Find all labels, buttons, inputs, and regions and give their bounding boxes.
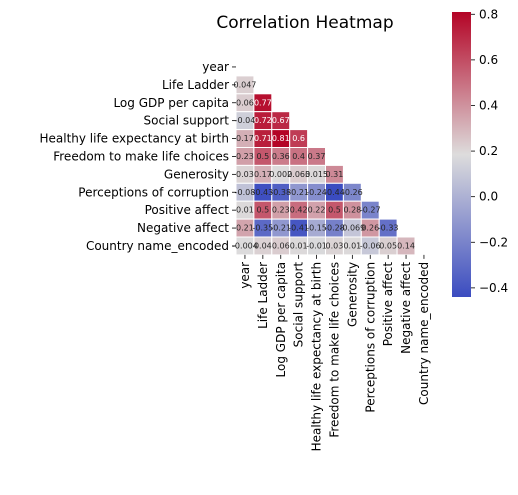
colorbar-tick-label: 0.6 <box>479 53 498 67</box>
cell-annotation: 0.047 <box>233 80 256 89</box>
x-tick-label: Freedom to make life choices <box>327 262 341 438</box>
cell-annotation: -0.27 <box>360 206 381 215</box>
y-tick-label: Log GDP per capita <box>113 96 229 110</box>
y-tick-label: Positive affect <box>145 203 230 217</box>
cell-annotation: -0.21 <box>288 188 309 197</box>
y-tick-label: Perceptions of corruption <box>78 185 229 199</box>
x-tick-label: Log GDP per capita <box>274 262 288 378</box>
x-tick-label: Country name_encoded <box>417 262 431 405</box>
cell-annotation: 0.01 <box>343 241 361 250</box>
x-tick-label: Generosity <box>345 262 359 327</box>
cell-annotation: -0.26 <box>342 188 363 197</box>
cell-annotation: 0.72 <box>254 116 272 125</box>
cell-annotation: -0.28 <box>324 224 345 233</box>
cell-annotation: -0.01 <box>306 241 327 250</box>
cell-annotation: 0.01 <box>236 206 254 215</box>
colorbar-tick-label: −0.2 <box>479 235 508 249</box>
colorbar: 0.8 0.6 0.4 0.2 0.0 −0.2 −0.4 <box>452 7 508 297</box>
y-tick-label: year <box>202 60 229 74</box>
cell-annotation: -0.35 <box>252 224 273 233</box>
colorbar-tick-label: 0.2 <box>479 144 498 158</box>
y-axis-labels: year Life Ladder Log GDP per capita Social … <box>39 60 236 253</box>
cell-annotation: 0.03 <box>326 241 344 250</box>
cell-annotation: -0.15 <box>306 224 327 233</box>
cell-annotation: 0.36 <box>272 152 290 161</box>
y-tick-label: Life Ladder <box>162 78 229 92</box>
cell-annotation: -0.08 <box>235 188 256 197</box>
x-tick-label: Positive affect <box>381 262 395 347</box>
cell-annotation: 0.42 <box>290 206 308 215</box>
cell-annotation: 0.31 <box>326 170 344 179</box>
cell-annotation: -0.41 <box>288 224 309 233</box>
chart-title: Correlation Heatmap <box>216 13 393 33</box>
cell-annotation: 0.22 <box>308 206 326 215</box>
cell-annotation: -0.04 <box>235 116 256 125</box>
cell-annotation: 0.06 <box>272 241 290 250</box>
colorbar-gradient <box>452 12 471 297</box>
x-tick-label: Social support <box>292 262 306 348</box>
cell-annotation: 0.04 <box>254 241 272 250</box>
y-tick-label: Healthy life expectancy at birth <box>39 132 229 146</box>
cell-annotation: 0.23 <box>272 206 290 215</box>
cell-annotation: 0.71 <box>254 134 272 143</box>
cell-annotation: -0.004 <box>232 241 258 250</box>
cell-annotation: -0.069 <box>339 224 365 233</box>
cell-annotation: 0.37 <box>308 152 326 161</box>
x-tick-label: Negative affect <box>399 262 413 354</box>
cell-annotation: -0.06 <box>360 241 381 250</box>
cell-annotation: 0.5 <box>256 152 269 161</box>
cell-annotation: 0.01 <box>290 241 308 250</box>
cell-annotation: 0.015 <box>305 170 328 179</box>
cell-annotation: 0.5 <box>328 206 341 215</box>
cell-annotation: 0.26 <box>361 224 379 233</box>
y-tick-label: Social support <box>144 114 230 128</box>
cell-annotation: 0.06 <box>236 98 254 107</box>
cell-annotation: 0.4 <box>292 152 305 161</box>
cell-annotation: -0.21 <box>270 224 291 233</box>
cell-annotation: 0.03 <box>236 170 254 179</box>
cell-annotation: -0.43 <box>252 188 273 197</box>
colorbar-tick-label: 0.0 <box>479 190 498 204</box>
cell-annotation: 0.21 <box>236 224 254 233</box>
x-axis-labels: year Life Ladder Log GDP per capita Social … <box>238 254 431 452</box>
cell-annotation: 0.002 <box>269 170 292 179</box>
cell-annotation: -0.44 <box>324 188 345 197</box>
cell-annotation: 0.063 <box>287 170 310 179</box>
y-tick-label: Country name_encoded <box>86 239 229 253</box>
cell-annotation: 0.67 <box>272 116 290 125</box>
y-tick-label: Freedom to make life choices <box>53 149 229 163</box>
cell-annotation: 0.28 <box>343 206 361 215</box>
colorbar-tick-label: −0.4 <box>479 281 508 295</box>
cell-annotation: 0.81 <box>272 134 290 143</box>
colorbar-tick-label: 0.4 <box>479 98 498 112</box>
cell-annotation: 0.6 <box>292 134 305 143</box>
y-tick-label: Generosity <box>164 167 229 181</box>
x-tick-label: Perceptions of corruption <box>363 262 377 413</box>
cell-annotation: 0.23 <box>236 152 254 161</box>
cell-annotation: 0.05 <box>379 241 397 250</box>
colorbar-tick-label: 0.8 <box>479 7 498 21</box>
cell-annotation: -0.38 <box>270 188 291 197</box>
cell-annotation: 0.17 <box>236 134 254 143</box>
cell-annotation: 0.77 <box>254 98 272 107</box>
x-tick-label: Healthy life expectancy at birth <box>310 262 324 452</box>
x-tick-label: year <box>238 262 252 289</box>
y-tick-label: Negative affect <box>137 221 229 235</box>
cell-annotation: 0.5 <box>256 206 269 215</box>
x-tick-label: Life Ladder <box>256 262 270 329</box>
cell-annotation: -0.24 <box>306 188 327 197</box>
cell-annotation: -0.33 <box>378 224 399 233</box>
cell-annotation: 0.14 <box>397 241 415 250</box>
cell-annotation: 0.17 <box>254 170 272 179</box>
